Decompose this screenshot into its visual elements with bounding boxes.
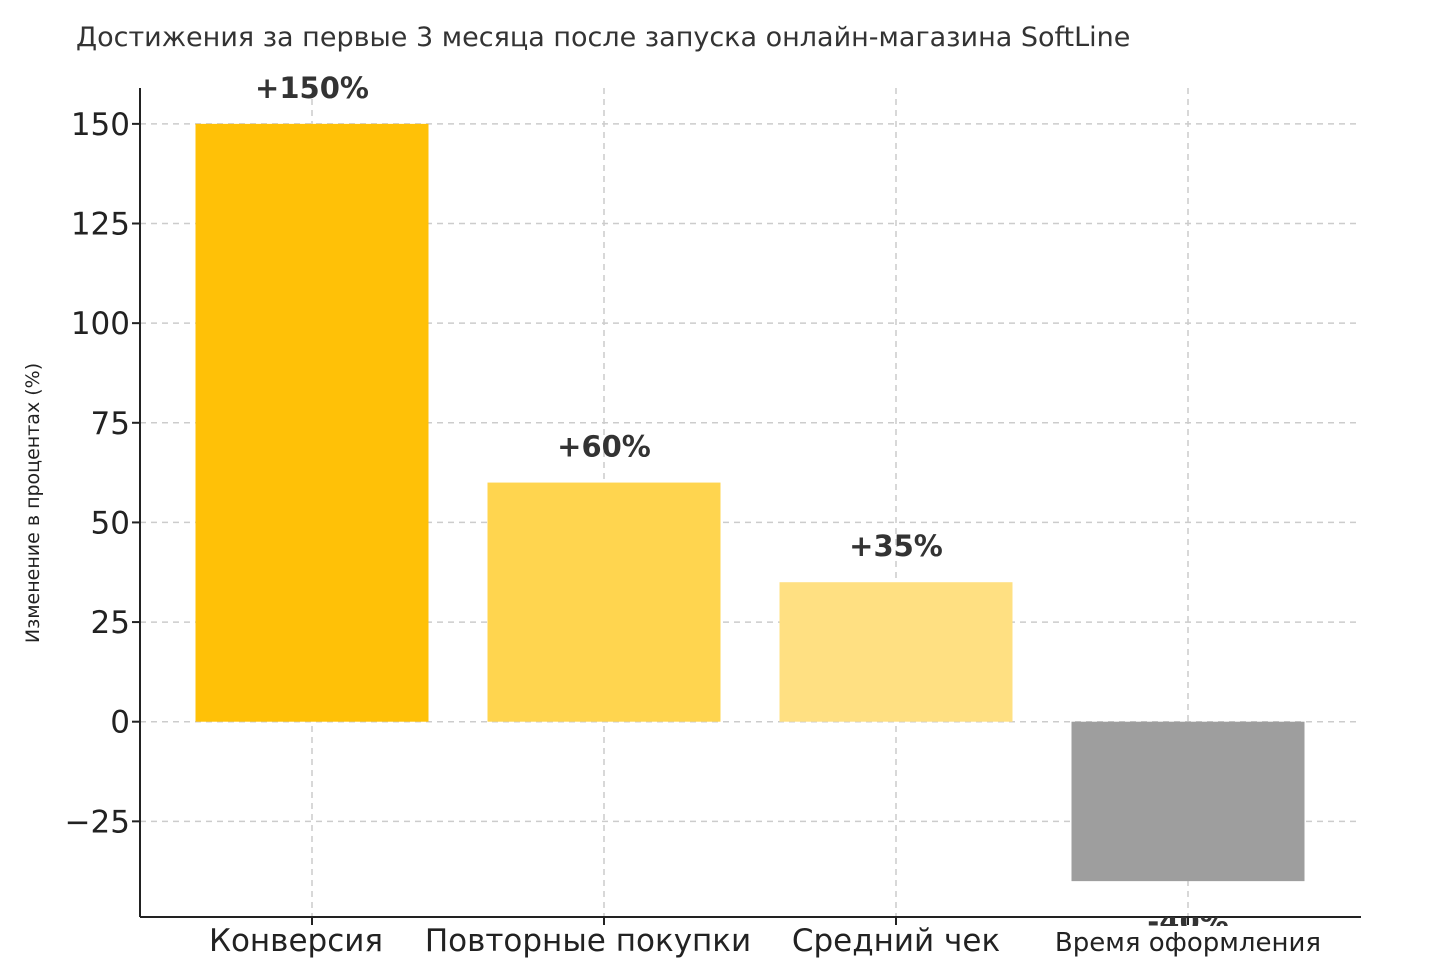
x-tick-label: Повторные покупки xyxy=(425,923,751,959)
y-tick-label: 125 xyxy=(71,207,130,243)
data-label: +60% xyxy=(557,430,651,464)
y-tick-label: 50 xyxy=(91,505,130,541)
y-tick-label: 75 xyxy=(91,406,130,442)
data-label: -40% xyxy=(1147,905,1228,939)
bars xyxy=(195,123,1305,882)
y-tick-label: 25 xyxy=(91,605,130,641)
y-ticks: −25 0 25 50 75 100 125 150 xyxy=(65,107,140,840)
value-labels: +150% +60% +35% -40% xyxy=(255,71,1229,939)
chart-title: Достижения за первые 3 месяца после запу… xyxy=(76,22,1130,53)
x-tick-label: Конверсия xyxy=(209,923,383,959)
bar-2 xyxy=(487,482,721,722)
y-tick-label: −25 xyxy=(65,804,130,840)
data-label: +150% xyxy=(255,71,369,105)
x-tick-label: Время оформления xyxy=(1055,928,1321,958)
bar-3 xyxy=(779,582,1013,722)
y-tick-label: 100 xyxy=(71,306,130,342)
axes xyxy=(139,88,1361,918)
bar-4 xyxy=(1071,721,1305,882)
y-axis-label: Изменение в процентах (%) xyxy=(22,363,44,643)
bar-1 xyxy=(195,123,429,722)
data-label: +35% xyxy=(849,529,943,563)
y-tick-label: 0 xyxy=(110,705,130,741)
x-ticks: Конверсия Повторные покупки Средний чек Вре… xyxy=(209,917,1321,959)
y-tick-label: 150 xyxy=(71,107,130,143)
x-tick-label: Средний чек xyxy=(792,923,1000,959)
